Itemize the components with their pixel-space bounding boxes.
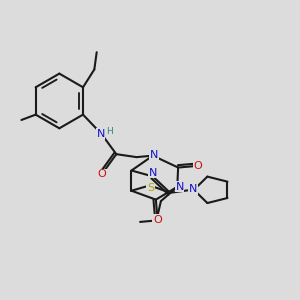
Text: N: N — [189, 184, 197, 194]
Text: H: H — [106, 127, 113, 136]
Text: O: O — [153, 215, 162, 225]
Text: N: N — [150, 150, 158, 160]
Text: N: N — [96, 129, 105, 139]
Text: O: O — [194, 161, 202, 171]
Text: N: N — [149, 168, 157, 178]
Text: N: N — [176, 182, 184, 192]
Text: S: S — [147, 183, 154, 193]
Text: O: O — [98, 169, 106, 179]
